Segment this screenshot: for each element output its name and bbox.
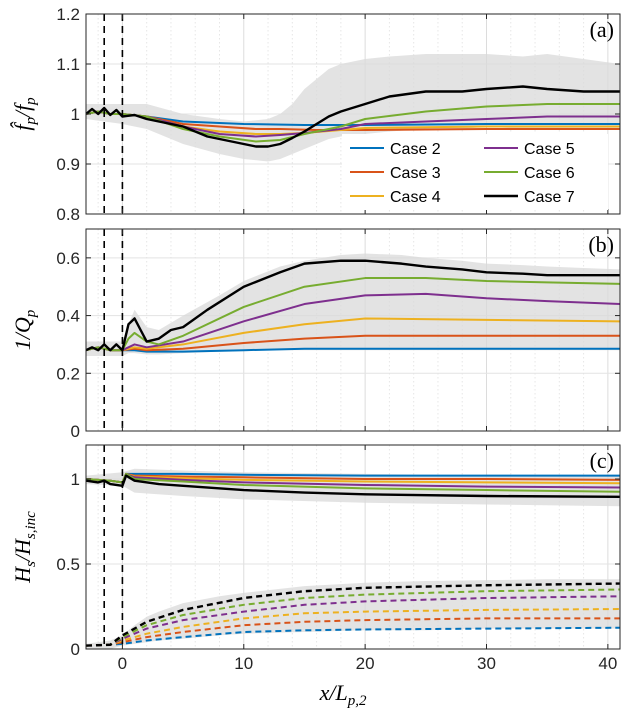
- axes-frame: [85, 228, 621, 432]
- series-line-case-6: [86, 277, 620, 352]
- series-line-case-7: [86, 85, 620, 148]
- legend-label: Case 2: [390, 141, 441, 158]
- legend-item-case-3: Case 3: [350, 165, 441, 182]
- y-tick-label: 1.1: [56, 55, 80, 74]
- legend: Case 2 Case 3 Case 4 Case 5 Case 6 Case 7: [342, 134, 608, 210]
- series-line-case-6: [86, 472, 620, 493]
- series-line-case-6: [86, 103, 620, 143]
- x-tick-label: 40: [598, 654, 617, 673]
- svg-text:1/Qp: 1/Qp: [10, 309, 39, 350]
- x-tick-label: 10: [234, 654, 253, 673]
- legend-item-case-6: Case 6: [484, 165, 575, 182]
- series-line-case-7: [86, 474, 620, 499]
- y-axis-label: f̂p/fp: [10, 97, 39, 131]
- legend-label: Case 6: [524, 165, 575, 182]
- legend-item-case-5: Case 5: [484, 141, 575, 158]
- y-ticks: 0 0.2 0.4 0.6: [56, 249, 620, 441]
- legend-label: Case 4: [390, 189, 441, 206]
- svg-text:f̂p/fp: f̂p/fp: [10, 97, 39, 131]
- panel-label: (c): [590, 448, 614, 473]
- x-axis-label: x/Lp,2: [319, 680, 367, 709]
- y-tick-label: 0.8: [56, 205, 80, 224]
- y-ticks: 00.51: [56, 470, 620, 659]
- legend-label: Case 7: [524, 189, 575, 206]
- series-line-case-7: [86, 259, 620, 352]
- panel-a: 0.8 0.9 1 1.1 1.2 (a) f̂p/fp Case 2 Case 3 Case 4…: [10, 5, 621, 224]
- series-line-case-7-dashed: [86, 582, 620, 647]
- y-tick-label: 1.2: [56, 5, 80, 24]
- x-tick-label: 0: [118, 654, 127, 673]
- y-tick-label: 1: [71, 470, 80, 489]
- x-ticks: 0 10 20 30 40: [118, 654, 618, 673]
- y-axis-label: Hs/Hs,inc: [10, 511, 39, 584]
- axes-frame: [85, 444, 621, 650]
- legend-item-case-4: Case 4: [350, 189, 441, 206]
- y-tick-label: 0.2: [56, 364, 80, 383]
- y-tick-label: 0.9: [56, 155, 80, 174]
- y-tick-label: 0.6: [56, 249, 80, 268]
- x-tick-label: 20: [356, 654, 375, 673]
- y-tick-label: 1: [71, 105, 80, 124]
- y-axis-label: 1/Qp: [10, 309, 39, 350]
- x-tick-label: 30: [477, 654, 496, 673]
- panel-label: (a): [590, 17, 614, 42]
- y-tick-label: 0.4: [56, 307, 80, 326]
- y-tick-label: 0: [71, 422, 80, 441]
- panel-b: 0 0.2 0.4 0.6 (b) 1/Qp: [10, 228, 621, 441]
- legend-item-case-7: Case 7: [484, 189, 575, 206]
- y-tick-label: 0.5: [56, 555, 80, 574]
- y-tick-label: 0: [71, 640, 80, 659]
- panel-label: (b): [588, 232, 614, 257]
- spread-band: [86, 579, 620, 649]
- y-ticks: 0.8 0.9 1 1.1 1.2: [56, 5, 620, 224]
- legend-label: Case 5: [524, 141, 575, 158]
- legend-item-case-2: Case 2: [350, 141, 441, 158]
- svg-text:Hs/Hs,inc: Hs/Hs,inc: [10, 511, 39, 584]
- legend-label: Case 3: [390, 165, 441, 182]
